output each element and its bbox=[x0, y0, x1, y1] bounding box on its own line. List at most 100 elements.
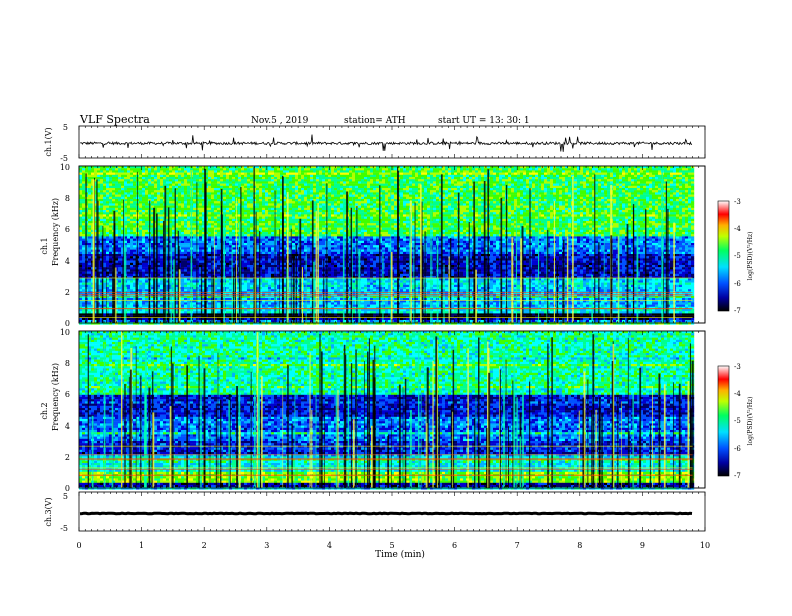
spectrogram-cell bbox=[385, 216, 389, 219]
spectrogram-cell bbox=[382, 194, 386, 197]
spectrogram-cell bbox=[409, 168, 413, 171]
spectrogram-cell bbox=[247, 174, 251, 178]
spectrogram-cell bbox=[328, 190, 332, 193]
spectrogram-cell bbox=[106, 179, 110, 182]
spectrogram-cell bbox=[118, 181, 122, 184]
spectrogram-cell bbox=[439, 177, 443, 180]
spectrogram-cell bbox=[595, 196, 599, 200]
spectrogram-cell bbox=[364, 214, 368, 217]
spectrogram-cell bbox=[181, 207, 185, 211]
spectrogram-cell bbox=[454, 166, 458, 169]
spectrogram-cell bbox=[154, 172, 158, 175]
spectrogram-cell bbox=[565, 210, 569, 213]
spectrogram-cell bbox=[298, 185, 302, 189]
spectrogram-cell bbox=[655, 203, 659, 206]
spectrogram-cell bbox=[340, 216, 344, 219]
spectrogram-cell bbox=[649, 216, 653, 219]
spectrogram-cell bbox=[664, 201, 668, 204]
spectrogram-cell bbox=[196, 201, 200, 204]
spectrogram-cell bbox=[616, 190, 620, 193]
spectrogram-cell bbox=[430, 188, 434, 191]
spectrogram-cell bbox=[580, 216, 584, 219]
spectrogram-cell bbox=[169, 194, 173, 197]
spectrogram-cell bbox=[175, 212, 179, 215]
spectrogram-cell bbox=[202, 166, 206, 169]
spectrogram-cell bbox=[538, 188, 542, 191]
spectrogram-cell bbox=[604, 185, 608, 189]
spectrogram-cell bbox=[79, 192, 83, 195]
spectrogram-cell bbox=[547, 205, 551, 208]
spectrogram-cell bbox=[283, 179, 287, 182]
spectrogram-cell bbox=[418, 199, 422, 202]
spectrogram-cell bbox=[382, 174, 386, 178]
spectrogram-cell bbox=[283, 170, 287, 173]
spectrogram-cell bbox=[685, 188, 689, 191]
spectrogram-cell bbox=[388, 201, 392, 204]
spectrogram-cell bbox=[211, 188, 215, 191]
spectrogram-cell bbox=[271, 170, 275, 173]
spectrogram-cell bbox=[544, 185, 548, 189]
spectrogram-cell bbox=[604, 216, 608, 219]
spectrogram-cell bbox=[307, 181, 311, 184]
spectrogram-cell bbox=[193, 166, 197, 169]
spectrogram-cell bbox=[301, 181, 305, 184]
spectrogram-cell bbox=[343, 172, 347, 175]
spectrogram-cell bbox=[565, 205, 569, 208]
spectrogram-cell bbox=[343, 203, 347, 206]
spectrogram-cell bbox=[538, 190, 542, 193]
spectrogram-cell bbox=[259, 192, 263, 195]
spectrogram-cell bbox=[283, 185, 287, 189]
spectrogram-cell bbox=[217, 188, 221, 191]
spectrogram-cell bbox=[148, 181, 152, 184]
spectrogram-cell bbox=[340, 166, 344, 169]
spectrogram-cell bbox=[232, 183, 236, 186]
spectrogram-cell bbox=[109, 199, 113, 202]
spectrogram-cell bbox=[124, 207, 128, 211]
spectrogram-cell bbox=[88, 194, 92, 197]
spectrogram-cell bbox=[490, 179, 494, 182]
spectrogram-cell bbox=[634, 194, 638, 197]
spectrogram-cell bbox=[670, 207, 674, 211]
spectrogram-cell bbox=[166, 201, 170, 204]
spectrogram-cell bbox=[346, 188, 350, 191]
spectrogram-cell bbox=[529, 170, 533, 173]
spectrogram-cell bbox=[133, 218, 137, 222]
spectrogram-cell bbox=[607, 188, 611, 191]
spectrogram-cell bbox=[484, 177, 488, 180]
spectrogram-cell bbox=[673, 170, 677, 173]
spectrogram-cell bbox=[88, 196, 92, 200]
spectrogram-cell bbox=[349, 201, 353, 204]
spectrogram-cell bbox=[622, 183, 626, 186]
spectrogram-cell bbox=[100, 172, 104, 175]
spectrogram-cell bbox=[502, 172, 506, 175]
spectrogram-cell bbox=[550, 214, 554, 217]
spectrogram-cell bbox=[280, 207, 284, 211]
spectrogram-cell bbox=[667, 166, 671, 169]
spectrogram-cell bbox=[322, 214, 326, 217]
spectrogram-cell bbox=[460, 216, 464, 219]
spectrogram-cell bbox=[391, 203, 395, 206]
spectrogram-cell bbox=[616, 210, 620, 213]
spectrogram-cell bbox=[499, 170, 503, 173]
spectrogram-cell bbox=[628, 216, 632, 219]
spectrogram-cell bbox=[640, 174, 644, 178]
spectrogram-cell bbox=[415, 203, 419, 206]
spectrogram-cell bbox=[202, 203, 206, 206]
spectrogram-cell bbox=[364, 168, 368, 171]
spectrogram-cell bbox=[94, 170, 98, 173]
spectrogram-cell bbox=[151, 216, 155, 219]
spectrogram-cell bbox=[199, 214, 203, 217]
spectrogram-cell bbox=[100, 199, 104, 202]
spectrogram-cell bbox=[559, 196, 563, 200]
spectrogram-cell bbox=[547, 192, 551, 195]
spectrogram-cell bbox=[622, 196, 626, 200]
spectrogram-cell bbox=[391, 196, 395, 200]
spectrogram-cell bbox=[247, 205, 251, 208]
spectrogram-cell bbox=[352, 210, 356, 213]
spectrogram-cell bbox=[595, 185, 599, 189]
spectrogram-cell bbox=[682, 192, 686, 195]
spectrogram-cell bbox=[151, 194, 155, 197]
spectrogram-cell bbox=[436, 199, 440, 202]
spectrogram-cell bbox=[157, 168, 161, 171]
spectrogram-cell bbox=[298, 194, 302, 197]
